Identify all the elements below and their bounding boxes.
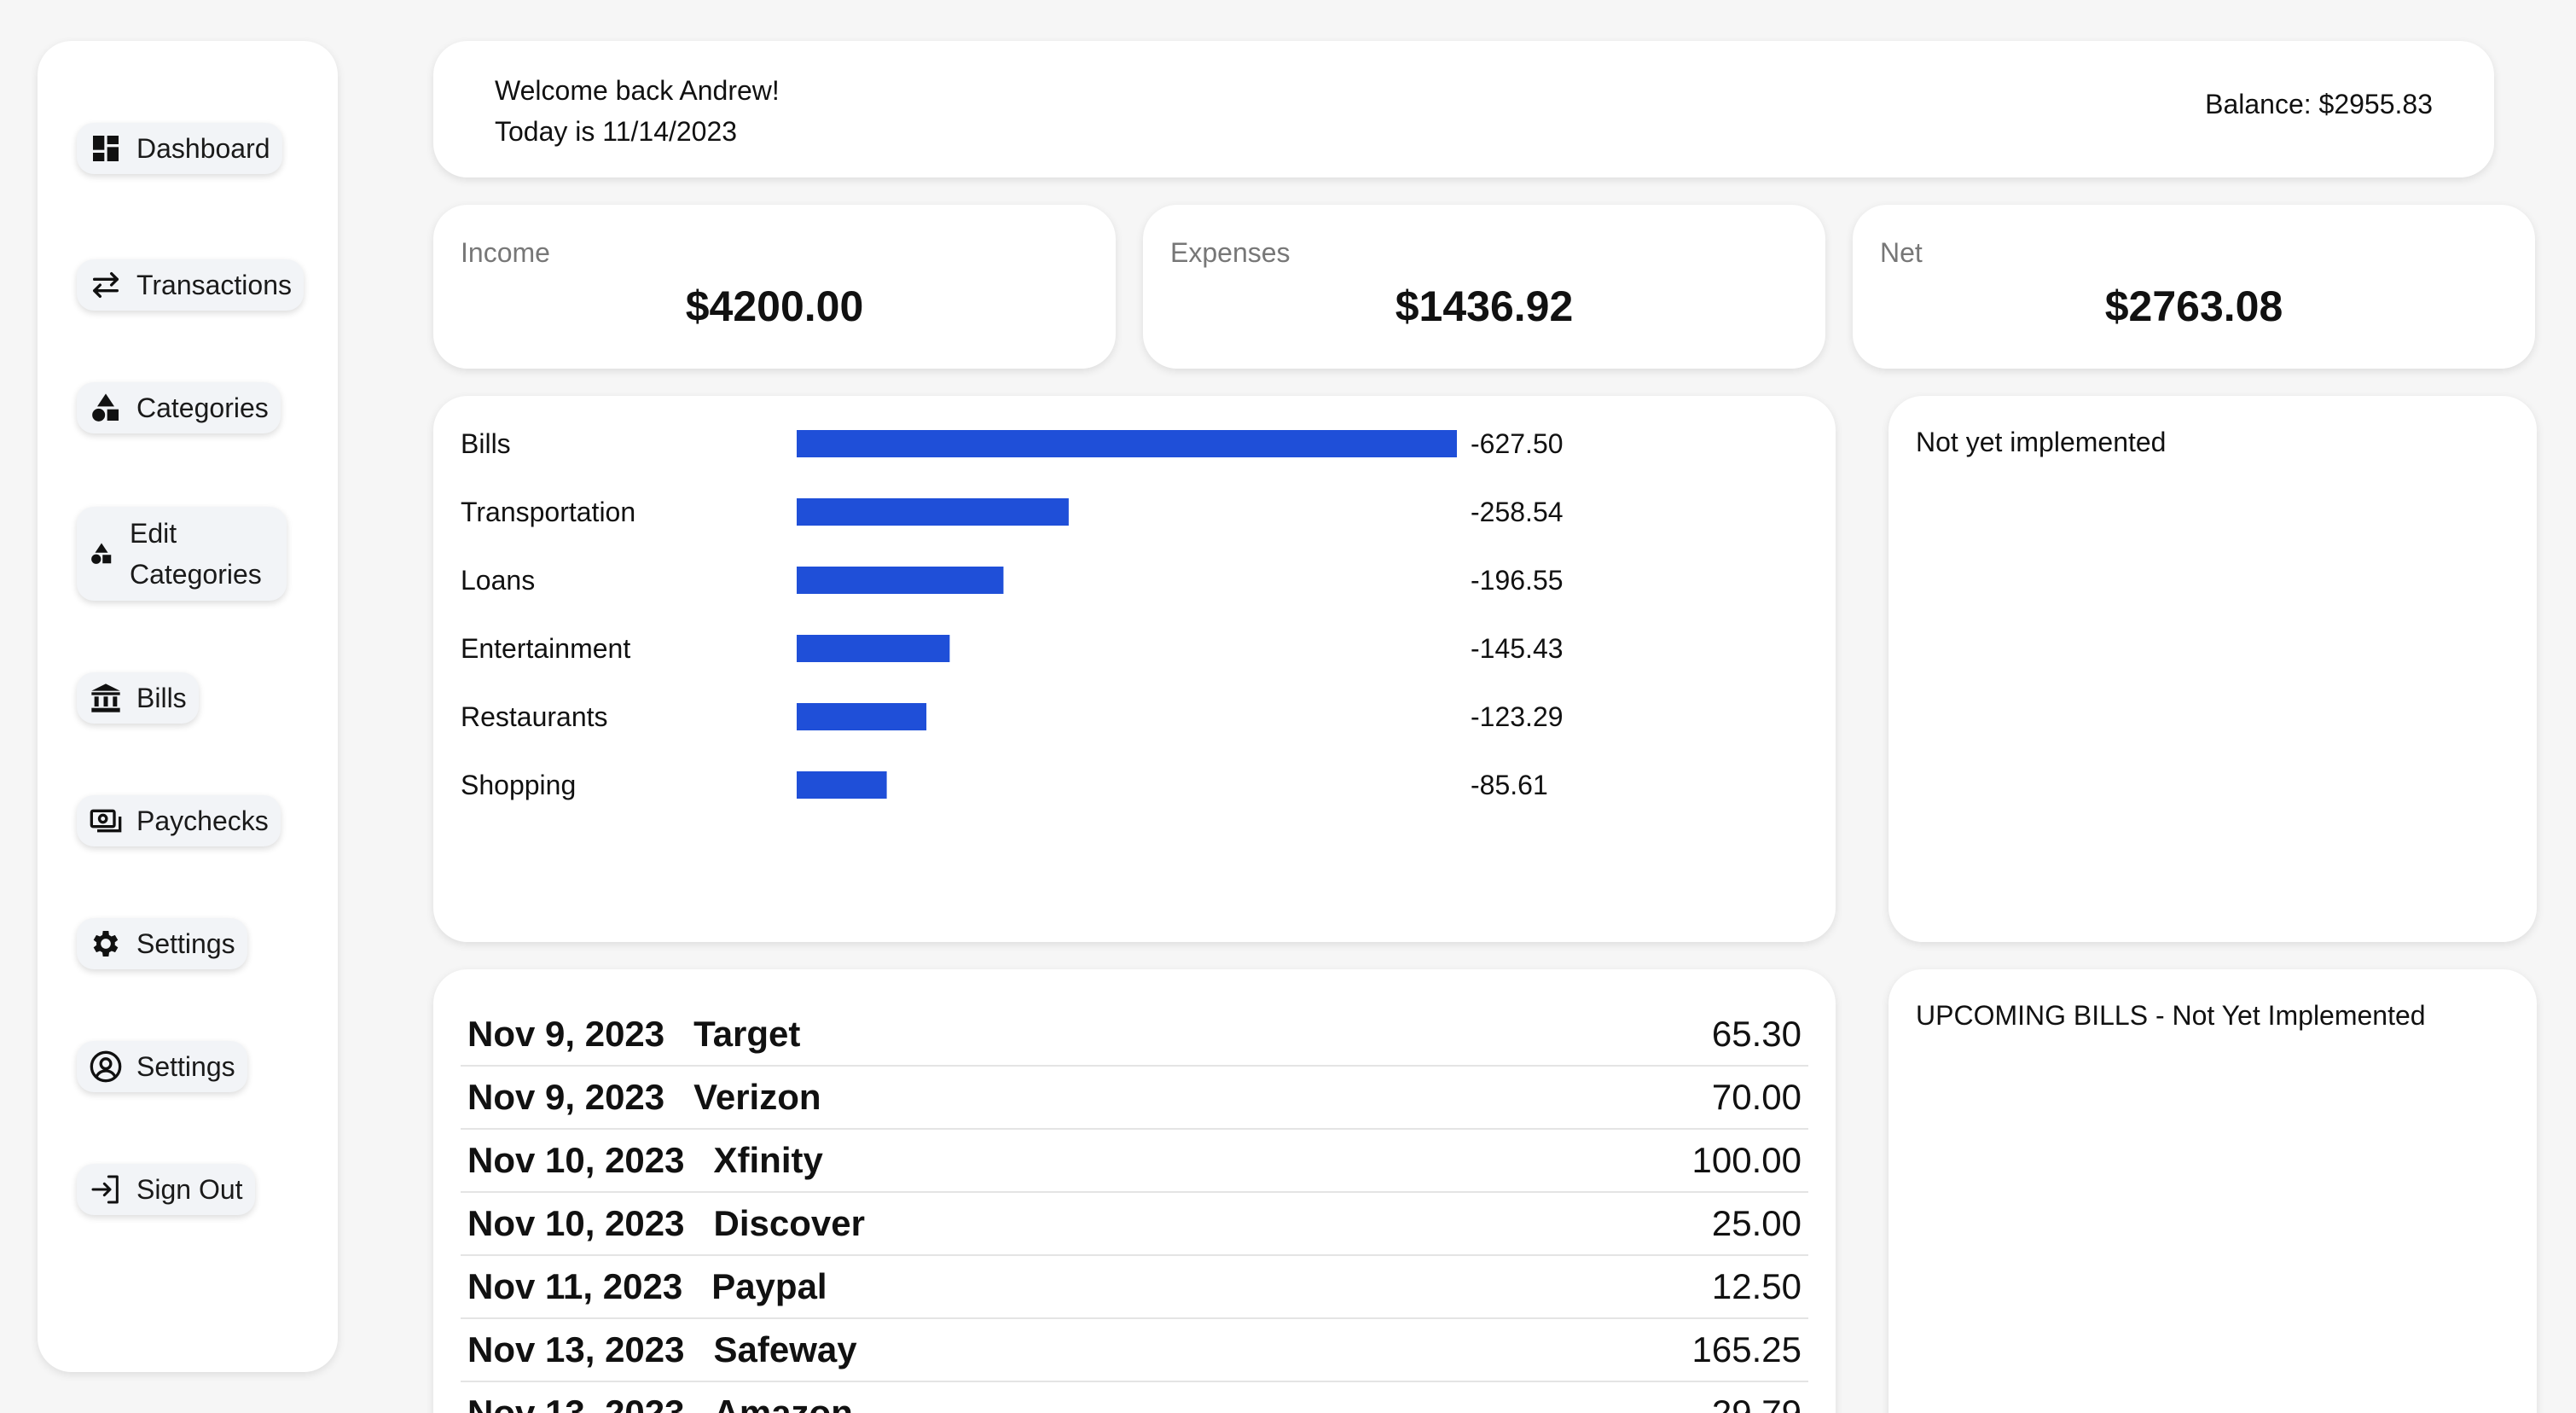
sidebar-item-categories[interactable]: Categories <box>77 382 281 433</box>
transaction-row[interactable]: Nov 9, 2023 Target 65.30 <box>461 1003 1808 1067</box>
net-label: Net <box>1880 237 1923 268</box>
transaction-row[interactable]: Nov 10, 2023 Discover 25.00 <box>461 1193 1808 1256</box>
category-bar <box>797 703 927 730</box>
gear-icon <box>89 927 123 961</box>
income-card: Income $4200.00 <box>433 205 1116 369</box>
transaction-merchant: Verizon <box>693 1077 821 1117</box>
category-value-label: -258.54 <box>1471 497 1564 527</box>
transaction-amount: 25.00 <box>1711 1203 1801 1243</box>
category-value-label: -123.29 <box>1471 701 1564 732</box>
sign-out-icon <box>89 1172 123 1207</box>
category-label: Bills <box>461 428 511 459</box>
arrows-swap-icon <box>89 268 123 302</box>
category-value-label: -196.55 <box>1471 565 1564 596</box>
transaction-row[interactable]: Nov 13, 2023 Amazon 29.79 <box>461 1382 1808 1413</box>
transaction-merchant: Xfinity <box>713 1140 823 1180</box>
net-value: $2763.08 <box>2104 282 2283 330</box>
transaction-amount: 70.00 <box>1711 1077 1801 1117</box>
sidebar-item-dashboard[interactable]: Dashboard <box>77 123 282 174</box>
transaction-amount: 12.50 <box>1711 1266 1801 1306</box>
sidebar: Dashboard Transactions Categories Edit C… <box>38 41 338 1372</box>
transaction-date: Nov 10, 2023 <box>467 1140 685 1180</box>
income-value: $4200.00 <box>685 282 864 330</box>
shapes-icon <box>89 391 123 425</box>
category-value-label: -85.61 <box>1471 770 1548 800</box>
transaction-merchant: Safeway <box>713 1329 857 1369</box>
user-circle-icon <box>89 1050 123 1084</box>
category-label: Restaurants <box>461 701 608 732</box>
transaction-row[interactable]: Nov 13, 2023 Safeway 165.25 <box>461 1319 1808 1382</box>
transaction-date: Nov 11, 2023 <box>467 1266 683 1306</box>
category-bar <box>797 567 1004 594</box>
transactions-list: Nov 9, 2023 Target 65.30 Nov 9, 2023 Verizon… <box>461 1003 1808 1413</box>
expenses-value: $1436.92 <box>1395 282 1574 330</box>
sidebar-item-account-settings[interactable]: Settings <box>77 1041 247 1092</box>
bank-icon <box>89 681 123 715</box>
welcome-text: Welcome back Andrew! Today is 11/14/2023 <box>495 70 780 152</box>
net-card: Net $2763.08 <box>1853 205 2535 369</box>
placeholder-card: Not yet implemented <box>1888 396 2537 942</box>
category-bar <box>797 498 1069 526</box>
expenses-label: Expenses <box>1170 237 1291 268</box>
transaction-merchant: Discover <box>713 1203 865 1243</box>
shapes-icon <box>89 541 114 567</box>
dashboard-icon <box>89 131 123 166</box>
income-label: Income <box>461 237 550 268</box>
transaction-amount: 165.25 <box>1691 1329 1801 1369</box>
transaction-date: Nov 10, 2023 <box>467 1203 685 1243</box>
category-spending-chart: Bills -627.50 Transportation -258.54 Loans -1… <box>433 396 1836 942</box>
not-implemented-text: Not yet implemented <box>1916 427 2167 457</box>
sidebar-item-label: Dashboard <box>136 132 270 164</box>
sidebar-item-paychecks[interactable]: Paychecks <box>77 795 281 846</box>
transaction-row[interactable]: Nov 9, 2023 Verizon 70.00 <box>461 1067 1808 1130</box>
sidebar-item-sign-out[interactable]: Sign Out <box>77 1164 255 1215</box>
transaction-date: Nov 9, 2023 <box>467 1014 665 1054</box>
sidebar-item-bills[interactable]: Bills <box>77 672 199 724</box>
transaction-row[interactable]: Nov 11, 2023 Paypal 12.50 <box>461 1256 1808 1319</box>
today-date: Today is 11/14/2023 <box>495 116 738 147</box>
transaction-date: Nov 9, 2023 <box>467 1077 665 1117</box>
sidebar-item-edit-categories[interactable]: Edit Categories <box>77 507 287 601</box>
sidebar-item-settings[interactable]: Settings <box>77 918 247 969</box>
transaction-amount: 65.30 <box>1711 1014 1801 1054</box>
transaction-merchant: Target <box>693 1014 801 1054</box>
transaction-row[interactable]: Nov 10, 2023 Xfinity 100.00 <box>461 1130 1808 1193</box>
category-value-label: -627.50 <box>1471 428 1564 459</box>
upcoming-bills-text: UPCOMING BILLS - Not Yet Implemented <box>1916 1000 2426 1031</box>
category-label: Transportation <box>461 497 635 527</box>
transaction-merchant: Paypal <box>711 1266 827 1306</box>
sidebar-item-label: Sign Out <box>136 1173 243 1205</box>
sidebar-item-label: Categories <box>136 392 269 423</box>
transaction-amount: 100.00 <box>1691 1140 1801 1180</box>
welcome-header: Welcome back Andrew! Today is 11/14/2023… <box>433 41 2494 177</box>
category-label: Loans <box>461 565 535 596</box>
category-bar <box>797 635 950 662</box>
category-bar <box>797 771 887 799</box>
transaction-date: Nov 13, 2023 <box>467 1393 685 1413</box>
category-label: Entertainment <box>461 633 630 664</box>
sidebar-item-label: Paychecks <box>136 805 269 836</box>
welcome-message: Welcome back Andrew! <box>495 75 780 106</box>
category-label: Shopping <box>461 770 576 800</box>
transaction-amount: 29.79 <box>1711 1393 1801 1413</box>
category-value-label: -145.43 <box>1471 633 1564 664</box>
category-bar-chart: Bills -627.50 Transportation -258.54 Loans -1… <box>461 428 1564 800</box>
sidebar-item-label: Edit Categories <box>130 518 262 590</box>
balance-text: Balance: $2955.83 <box>2205 89 2433 119</box>
sidebar-item-label: Settings <box>136 1050 235 1082</box>
sidebar-item-label: Settings <box>136 927 235 959</box>
recent-transactions-card: Nov 9, 2023 Target 65.30 Nov 9, 2023 Verizon… <box>433 969 1836 1413</box>
transaction-date: Nov 13, 2023 <box>467 1329 685 1369</box>
upcoming-bills-card: UPCOMING BILLS - Not Yet Implemented <box>1888 969 2537 1413</box>
sidebar-item-label: Bills <box>136 682 187 713</box>
category-bar <box>797 430 1457 457</box>
expenses-card: Expenses $1436.92 <box>1143 205 1825 369</box>
transaction-merchant: Amazon <box>713 1393 853 1413</box>
sidebar-item-transactions[interactable]: Transactions <box>77 259 304 311</box>
cash-icon <box>89 804 123 838</box>
sidebar-item-label: Transactions <box>136 269 292 300</box>
